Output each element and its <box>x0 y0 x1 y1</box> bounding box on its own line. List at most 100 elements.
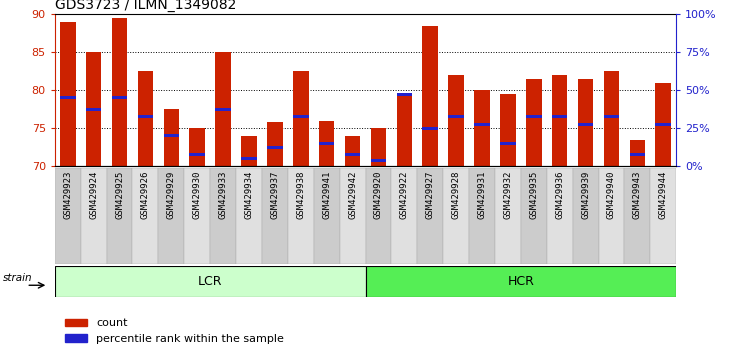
Bar <box>345 153 360 156</box>
Bar <box>262 168 288 264</box>
Bar <box>189 153 205 156</box>
Bar <box>604 115 619 119</box>
Bar <box>211 168 236 264</box>
Bar <box>80 168 107 264</box>
Bar <box>651 168 676 264</box>
Bar <box>267 146 283 149</box>
Bar <box>391 168 417 264</box>
Bar <box>293 71 308 166</box>
Bar <box>396 94 412 166</box>
Bar <box>216 108 231 111</box>
Bar <box>469 168 495 264</box>
Bar <box>577 123 594 126</box>
Bar <box>86 52 102 166</box>
Text: GSM429936: GSM429936 <box>555 171 564 219</box>
Bar <box>366 266 676 297</box>
Bar <box>288 168 314 264</box>
Bar <box>521 168 547 264</box>
Bar <box>577 79 594 166</box>
Bar <box>164 109 179 166</box>
Bar <box>184 168 211 264</box>
Bar <box>366 168 391 264</box>
Text: GSM429941: GSM429941 <box>322 171 331 219</box>
Text: GSM429922: GSM429922 <box>400 171 409 219</box>
Bar <box>55 266 366 297</box>
Text: LCR: LCR <box>198 275 222 288</box>
Bar <box>500 142 515 145</box>
Legend: count, percentile rank within the sample: count, percentile rank within the sample <box>61 314 288 348</box>
Bar <box>60 22 75 166</box>
Text: GSM429934: GSM429934 <box>244 171 254 219</box>
Bar <box>448 75 464 166</box>
Text: GSM429939: GSM429939 <box>581 171 590 219</box>
Text: GSM429924: GSM429924 <box>89 171 98 219</box>
Bar <box>345 136 360 166</box>
Bar <box>448 115 464 119</box>
Bar <box>572 168 599 264</box>
Bar <box>319 121 334 166</box>
Text: GSM429943: GSM429943 <box>633 171 642 219</box>
Text: GSM429929: GSM429929 <box>167 171 176 219</box>
Bar <box>552 115 567 119</box>
Bar <box>371 159 386 162</box>
Bar <box>417 168 443 264</box>
Bar <box>112 18 127 166</box>
Text: GSM429940: GSM429940 <box>607 171 616 219</box>
Text: strain: strain <box>3 273 32 283</box>
Bar <box>526 115 542 119</box>
Bar <box>107 168 132 264</box>
Bar <box>314 168 340 264</box>
Text: GSM429938: GSM429938 <box>296 171 306 219</box>
Bar <box>236 168 262 264</box>
Bar <box>137 115 154 119</box>
Bar <box>60 96 75 99</box>
Bar <box>526 79 542 166</box>
Bar <box>552 75 567 166</box>
Bar <box>216 52 231 166</box>
Bar <box>86 108 102 111</box>
Bar <box>656 82 671 166</box>
Bar <box>547 168 572 264</box>
Text: GSM429927: GSM429927 <box>425 171 435 219</box>
Bar <box>423 127 438 130</box>
Bar <box>371 128 386 166</box>
Text: GSM429928: GSM429928 <box>452 171 461 219</box>
Bar <box>443 168 469 264</box>
Bar <box>137 71 154 166</box>
Bar <box>241 157 257 160</box>
Bar <box>55 168 80 264</box>
Text: GSM429933: GSM429933 <box>219 171 227 219</box>
Bar <box>656 123 671 126</box>
Bar <box>112 96 127 99</box>
Bar <box>164 135 179 137</box>
Bar <box>159 168 184 264</box>
Bar <box>267 122 283 166</box>
Text: GSM429944: GSM429944 <box>659 171 667 219</box>
Bar <box>474 90 490 166</box>
Bar <box>340 168 366 264</box>
Bar <box>132 168 159 264</box>
Bar <box>629 153 645 156</box>
Text: GDS3723 / ILMN_1349082: GDS3723 / ILMN_1349082 <box>55 0 236 12</box>
Bar <box>241 136 257 166</box>
Text: GSM429926: GSM429926 <box>141 171 150 219</box>
Bar <box>629 140 645 166</box>
Text: GSM429932: GSM429932 <box>504 171 512 219</box>
Bar <box>604 71 619 166</box>
Bar <box>495 168 520 264</box>
Text: GSM429920: GSM429920 <box>374 171 383 219</box>
Text: GSM429931: GSM429931 <box>477 171 487 219</box>
Bar <box>189 128 205 166</box>
Text: GSM429923: GSM429923 <box>64 171 72 219</box>
Bar <box>500 94 515 166</box>
Bar <box>599 168 624 264</box>
Text: HCR: HCR <box>507 275 534 288</box>
Bar <box>474 123 490 126</box>
Text: GSM429925: GSM429925 <box>115 171 124 219</box>
Bar <box>624 168 651 264</box>
Text: GSM429942: GSM429942 <box>348 171 357 219</box>
Bar <box>319 142 334 145</box>
Bar <box>396 92 412 96</box>
Bar <box>293 115 308 119</box>
Bar <box>423 25 438 166</box>
